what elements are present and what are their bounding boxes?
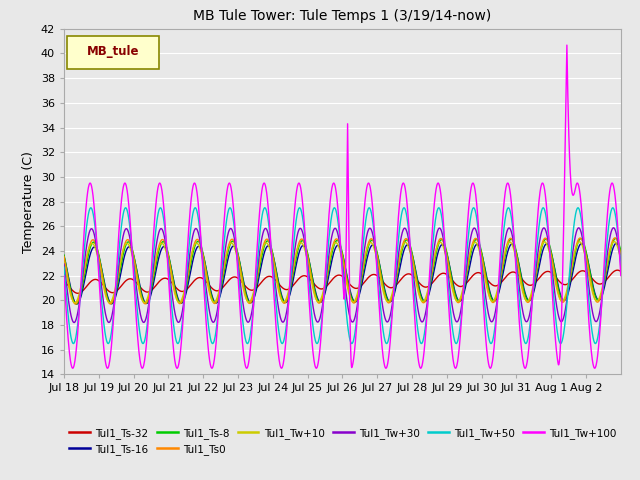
FancyBboxPatch shape	[67, 36, 159, 69]
Title: MB Tule Tower: Tule Temps 1 (3/19/14-now): MB Tule Tower: Tule Temps 1 (3/19/14-now…	[193, 10, 492, 24]
Text: MB_tule: MB_tule	[87, 46, 140, 59]
Y-axis label: Temperature (C): Temperature (C)	[22, 151, 35, 252]
Legend: Tul1_Ts-32, Tul1_Ts-16, Tul1_Ts-8, Tul1_Ts0, Tul1_Tw+10, Tul1_Tw+30, Tul1_Tw+50,: Tul1_Ts-32, Tul1_Ts-16, Tul1_Ts-8, Tul1_…	[69, 428, 617, 455]
